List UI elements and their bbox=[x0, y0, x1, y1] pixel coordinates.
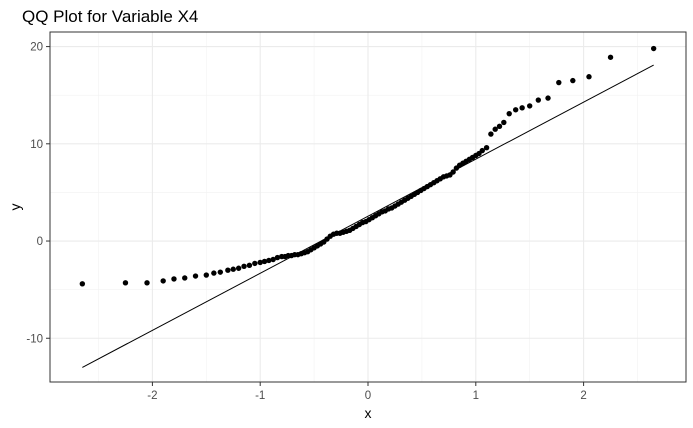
data-point bbox=[160, 278, 166, 284]
data-point bbox=[122, 280, 129, 286]
data-point bbox=[230, 266, 236, 272]
x-tick-label: 0 bbox=[365, 390, 371, 402]
data-point bbox=[512, 107, 519, 113]
y-axis-ticks: -10 0 10 20 bbox=[26, 42, 50, 345]
data-point bbox=[246, 262, 253, 269]
data-point bbox=[483, 144, 490, 151]
data-point bbox=[235, 265, 242, 271]
data-point bbox=[241, 263, 247, 270]
y-tick-label: -10 bbox=[26, 333, 43, 345]
x-axis-ticks: -2 -1 0 1 2 bbox=[147, 382, 587, 402]
data-point bbox=[556, 79, 562, 86]
data-point bbox=[211, 270, 217, 276]
chart-title: QQ Plot for Variable X4 bbox=[22, 7, 198, 26]
data-point bbox=[506, 110, 512, 117]
data-point bbox=[217, 269, 224, 275]
data-point bbox=[203, 272, 210, 278]
data-point bbox=[535, 97, 542, 103]
x-tick-label: -1 bbox=[255, 390, 265, 402]
data-point bbox=[526, 103, 533, 109]
major-gridlines bbox=[50, 32, 686, 382]
y-tick-label: 0 bbox=[37, 236, 43, 248]
data-points-layer bbox=[79, 45, 657, 287]
data-point bbox=[501, 119, 507, 126]
data-point bbox=[607, 54, 614, 60]
x-tick-label: 1 bbox=[473, 390, 479, 402]
minor-gridlines bbox=[50, 32, 686, 382]
data-point bbox=[270, 256, 276, 263]
data-point bbox=[479, 147, 485, 154]
data-point bbox=[274, 254, 281, 261]
x-axis-title: x bbox=[365, 405, 372, 421]
y-tick-label: 20 bbox=[30, 42, 43, 54]
y-tick-label: 10 bbox=[30, 139, 43, 151]
reference-line-layer bbox=[82, 64, 654, 368]
x-tick-label: -2 bbox=[147, 390, 157, 402]
data-point bbox=[182, 275, 188, 281]
data-point bbox=[450, 169, 456, 175]
data-point bbox=[266, 257, 272, 264]
data-point bbox=[545, 95, 551, 101]
data-point bbox=[257, 259, 263, 266]
data-point bbox=[650, 45, 657, 52]
data-point bbox=[488, 131, 494, 137]
data-point bbox=[261, 258, 268, 265]
data-point bbox=[586, 74, 592, 80]
data-point bbox=[492, 126, 498, 132]
data-point bbox=[496, 123, 503, 130]
data-point bbox=[144, 280, 150, 286]
data-point bbox=[192, 273, 199, 279]
qq-reference-line bbox=[82, 64, 654, 368]
data-point bbox=[519, 105, 525, 111]
data-point bbox=[79, 281, 86, 287]
data-point bbox=[225, 267, 231, 273]
y-axis-title: y bbox=[7, 204, 23, 211]
data-point bbox=[171, 276, 177, 282]
data-point bbox=[252, 260, 258, 267]
data-point bbox=[570, 77, 576, 84]
x-tick-label: 2 bbox=[580, 390, 586, 402]
